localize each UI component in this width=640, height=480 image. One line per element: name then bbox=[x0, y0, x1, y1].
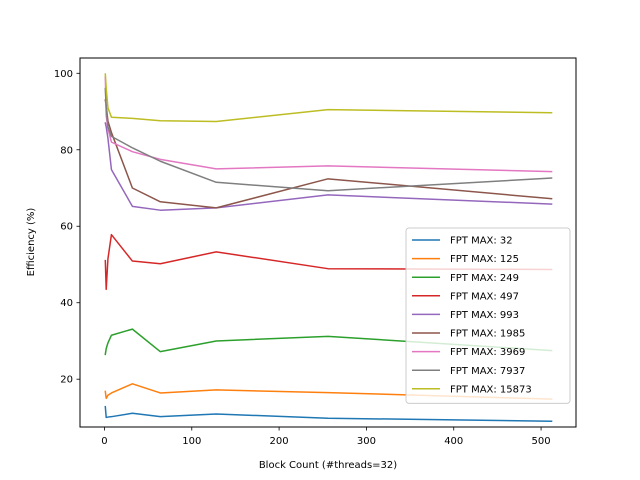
x-axis-label: Block Count (#threads=32) bbox=[259, 460, 397, 471]
y-tick-label-4: 100 bbox=[54, 69, 73, 80]
series-line-4 bbox=[104, 122, 553, 211]
series-line-0 bbox=[104, 405, 553, 423]
x-axis-ticks: 0 100 200 300 400 500 bbox=[101, 427, 551, 447]
y-tick-label-2: 60 bbox=[60, 222, 73, 233]
series-line-1 bbox=[104, 383, 553, 400]
y-tick-label-3: 80 bbox=[60, 145, 73, 156]
series-layer bbox=[104, 73, 553, 423]
y-tick-label-0: 20 bbox=[60, 375, 73, 386]
legend-label-8: FPT MAX: 15873 bbox=[450, 384, 532, 395]
legend-label-3: FPT MAX: 497 bbox=[450, 291, 519, 302]
legend: FPT MAX: 32 FPT MAX: 125 FPT MAX: 249 FPT M… bbox=[405, 227, 571, 404]
series-line-2 bbox=[104, 328, 553, 356]
y-axis-ticks: 20 40 60 80 100 bbox=[54, 69, 80, 386]
x-tick-label-3: 300 bbox=[357, 436, 376, 447]
legend-label-7: FPT MAX: 7937 bbox=[450, 366, 525, 377]
legend-label-4: FPT MAX: 993 bbox=[450, 310, 519, 321]
plot-frame bbox=[79, 57, 577, 428]
legend-box bbox=[405, 227, 571, 404]
x-tick-label-5: 500 bbox=[532, 436, 551, 447]
x-tick-label-2: 200 bbox=[270, 436, 289, 447]
x-tick-label-0: 0 bbox=[101, 436, 107, 447]
legend-label-1: FPT MAX: 125 bbox=[450, 254, 519, 265]
x-tick-label-1: 100 bbox=[182, 436, 201, 447]
x-tick-label-4: 400 bbox=[444, 436, 463, 447]
y-tick-label-1: 40 bbox=[60, 298, 73, 309]
series-line-3 bbox=[104, 233, 553, 291]
series-line-7 bbox=[104, 87, 553, 192]
legend-label-5: FPT MAX: 1985 bbox=[450, 329, 525, 340]
series-line-8 bbox=[104, 73, 553, 123]
y-axis-label: Efficiency (%) bbox=[26, 208, 37, 277]
legend-label-0: FPT MAX: 32 bbox=[450, 236, 513, 247]
legend-label-6: FPT MAX: 3969 bbox=[450, 347, 525, 358]
legend-label-2: FPT MAX: 249 bbox=[450, 273, 519, 284]
